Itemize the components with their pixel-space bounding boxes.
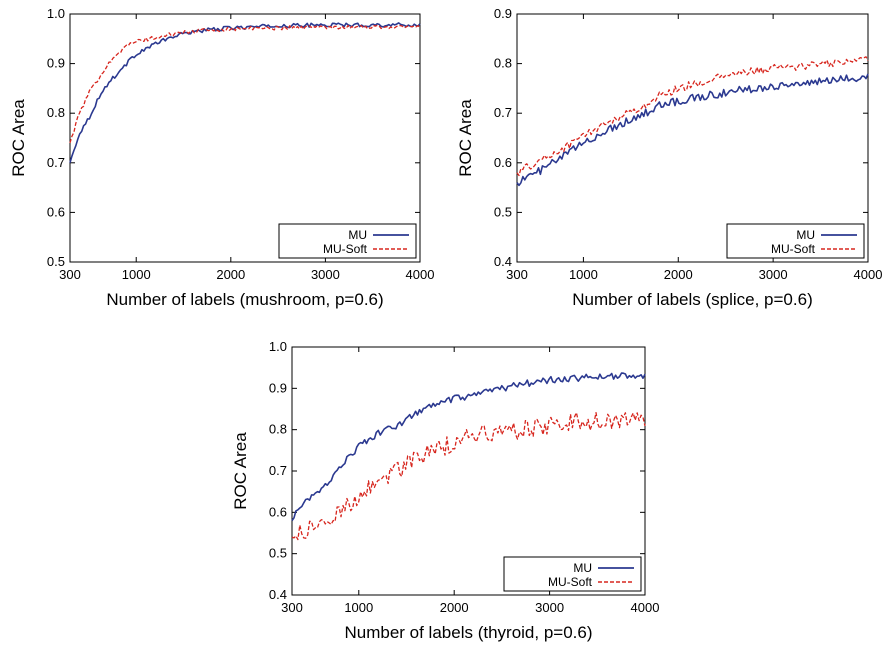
y-tick-label: 0.6	[47, 204, 65, 219]
chart-1: 300 1000 2000 3000 4000 0.5 0.6 0.7 0.8 0.9 1.0 Num…	[9, 6, 434, 309]
legend-label: MU	[573, 561, 592, 575]
legend-label: MU-Soft	[548, 575, 593, 589]
y-tick-label: 1.0	[47, 6, 65, 21]
y-tick-label: 0.5	[47, 254, 65, 269]
x-axis-label: Number of labels (splice, p=0.6)	[572, 290, 812, 309]
x-tick-label: 300	[281, 600, 303, 615]
legend-label: MU-Soft	[323, 242, 368, 256]
y-axis-label: ROC Area	[9, 99, 28, 177]
y-tick-label: 1.0	[269, 339, 287, 354]
y-tick-label: 0.7	[494, 105, 512, 120]
chart-2: 300 1000 2000 3000 4000 0.4 0.5 0.6 0.7 0.8 0.9 Num…	[456, 6, 882, 309]
series-line-mu-soft	[69, 24, 421, 144]
plot-frame	[516, 13, 869, 263]
y-tick-label: 0.5	[494, 204, 512, 219]
x-tick-label: 2000	[216, 267, 245, 282]
y-tick-label: 0.9	[269, 380, 287, 395]
x-tick-label: 2000	[664, 267, 693, 282]
y-tick-label: 0.4	[494, 254, 512, 269]
plot-frame	[69, 13, 421, 263]
series-line-mu	[291, 372, 646, 522]
legend-box	[278, 223, 417, 259]
y-tick-label: 0.9	[47, 56, 65, 71]
y-tick-label: 0.4	[269, 587, 287, 602]
legend-label: MU	[796, 228, 815, 242]
chart-3: 300 1000 2000 3000 4000 0.4 0.5 0.6 0.7 0.8 0.9 1.0…	[231, 339, 659, 642]
x-tick-label: 3000	[759, 267, 788, 282]
legend-box	[503, 556, 642, 592]
x-tick-label: 3000	[535, 600, 564, 615]
series-line-mu-soft	[516, 56, 869, 177]
x-axis-label: Number of labels (mushroom, p=0.6)	[106, 290, 383, 309]
y-tick-label: 0.7	[269, 463, 287, 478]
y-tick-label: 0.7	[47, 155, 65, 170]
x-tick-label: 300	[506, 267, 528, 282]
x-tick-label: 2000	[440, 600, 469, 615]
y-tick-label: 0.8	[269, 422, 287, 437]
y-axis-label: ROC Area	[231, 432, 250, 510]
legend-label: MU	[348, 228, 367, 242]
x-tick-label: 4000	[854, 267, 883, 282]
y-tick-label: 0.6	[269, 504, 287, 519]
y-tick-label: 0.5	[269, 546, 287, 561]
x-tick-label: 300	[59, 267, 81, 282]
y-axis-label: ROC Area	[456, 99, 475, 177]
x-tick-label: 3000	[311, 267, 340, 282]
series-line-mu	[516, 73, 869, 187]
x-tick-label: 1000	[344, 600, 373, 615]
x-axis-label: Number of labels (thyroid, p=0.6)	[344, 623, 592, 642]
x-tick-label: 1000	[569, 267, 598, 282]
x-tick-label: 4000	[631, 600, 660, 615]
y-tick-label: 0.9	[494, 6, 512, 21]
legend-label: MU-Soft	[771, 242, 816, 256]
y-tick-label: 0.8	[47, 105, 65, 120]
legend-box	[726, 223, 865, 259]
y-tick-label: 0.6	[494, 155, 512, 170]
series-line-mu	[69, 22, 421, 164]
series-line-mu-soft	[291, 411, 646, 541]
y-tick-label: 0.8	[494, 56, 512, 71]
x-tick-label: 1000	[122, 267, 151, 282]
x-tick-label: 4000	[406, 267, 435, 282]
